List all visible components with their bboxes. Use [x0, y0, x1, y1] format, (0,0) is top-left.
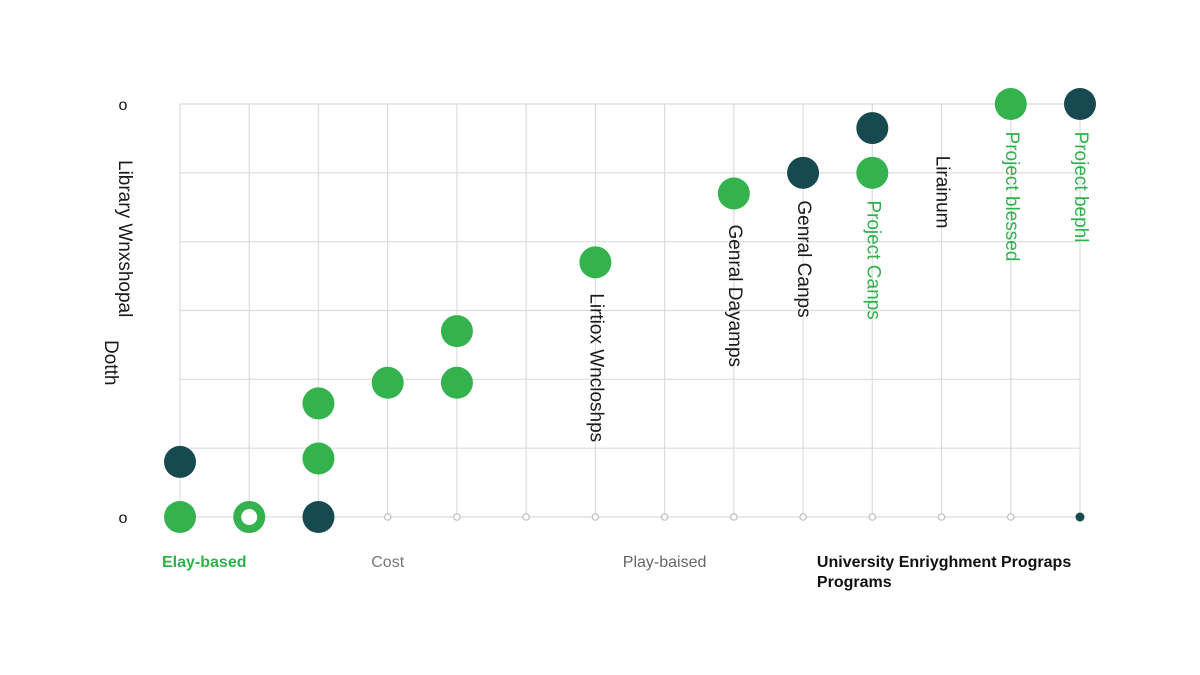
data-point [164, 445, 196, 478]
data-point [787, 156, 820, 189]
x-tick-label: Play-baised [623, 554, 707, 571]
data-point [440, 366, 473, 399]
baseline-dot [868, 513, 877, 521]
baseline-dot [1006, 513, 1015, 521]
point-annotation: Project bephl [1070, 132, 1091, 243]
y-tick-label: o [119, 97, 128, 114]
point-annotation: Project blessed [1001, 132, 1022, 262]
y-axis-label: Library Wnxshopal [114, 160, 135, 317]
baseline-dot [383, 513, 392, 521]
point-annotation: Lirainum [932, 156, 953, 229]
data-point [302, 387, 335, 420]
baseline-dots [383, 512, 1085, 522]
data-point [371, 366, 404, 399]
baseline-dot [1075, 512, 1085, 522]
y-axis: o o Library Wnxshopal Dotth [100, 97, 135, 527]
baseline-dot [660, 513, 669, 521]
data-point-hollow [233, 501, 266, 533]
data-point [856, 112, 889, 145]
data-point [717, 177, 750, 210]
x-tick-label: University Enriyghment Prograps [817, 554, 1071, 571]
point-annotation: Genral Dayamps [724, 224, 745, 367]
y-tick-label: o [119, 510, 128, 527]
point-annotation: Project Canps [862, 200, 883, 319]
data-point [856, 156, 889, 189]
data-point [994, 88, 1027, 120]
point-annotation: Genral Canps [793, 200, 814, 317]
point-annotation: Lirtiox Wncloshps [585, 293, 606, 442]
point-annotations: Lirtiox Wncloshps Genral Dayamps Genral Ca… [585, 132, 1091, 443]
data-point [164, 501, 196, 533]
data-points [164, 88, 1096, 533]
y-axis-label: Dotth [100, 340, 121, 385]
data-point [302, 501, 335, 533]
data-point [440, 315, 473, 348]
baseline-dot [453, 513, 461, 521]
x-tick-label: Elay-based [162, 554, 246, 571]
x-tick-label: Cost [371, 554, 404, 571]
baseline-dot [522, 513, 530, 521]
data-point [579, 246, 612, 279]
baseline-dot [937, 513, 946, 521]
baseline-dot [730, 513, 738, 521]
baseline-dot [591, 513, 600, 521]
baseline-dot [799, 513, 807, 521]
data-point [1064, 88, 1096, 120]
data-point [302, 442, 335, 475]
x-tick-labels: Elay-based Cost Play-baised University Enri… [162, 554, 1071, 591]
x-tick-label: Programs [817, 574, 892, 591]
